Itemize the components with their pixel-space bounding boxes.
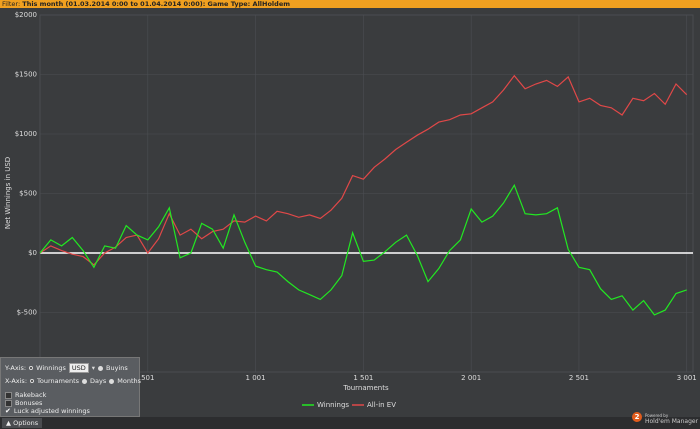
- x-tick-label: 2 501: [569, 374, 589, 382]
- radio[interactable]: [30, 379, 35, 383]
- x-axis-option-label: X-Axis:: [5, 377, 28, 385]
- x-tick-label: 3 001: [677, 374, 697, 382]
- options-panel: Y-Axis: Winnings USD ▾ Buyins X-Axis: Tournam…: [0, 357, 142, 417]
- x-axis-label: Tournaments: [342, 384, 389, 392]
- bottom-bar: ▲ Options: [0, 417, 700, 429]
- filter-label: Filter:: [2, 0, 21, 8]
- dropdown-arrow[interactable]: ▾: [91, 364, 96, 372]
- logo-badge: 2: [632, 412, 642, 422]
- x-tick-label: 2 001: [461, 374, 481, 382]
- radio[interactable]: [98, 365, 104, 371]
- checkmark[interactable]: ✔: [5, 407, 11, 415]
- y-tick-label: $2000: [15, 11, 37, 19]
- y-tick-label: $500: [19, 190, 37, 198]
- x-tick-label: 1 001: [246, 374, 266, 382]
- legend-label: Winnings: [317, 401, 349, 409]
- logo-powered: Powered by: [645, 413, 669, 418]
- radio[interactable]: [109, 378, 115, 384]
- option[interactable]: Bonuses: [15, 399, 43, 407]
- radio[interactable]: [29, 366, 34, 370]
- checkbox[interactable]: [5, 399, 12, 407]
- series-line: [39, 183, 687, 316]
- options-button-text[interactable]: Options: [13, 419, 39, 427]
- y-axis-option-label: Y-Axis:: [5, 364, 27, 372]
- y-axis-label: Net Winnings in USD: [4, 157, 12, 229]
- option[interactable]: Months: [117, 377, 142, 385]
- option[interactable]: Luck adjusted winnings: [13, 407, 90, 415]
- option[interactable]: Tournaments: [37, 377, 80, 385]
- filter-text: This month (01.03.2014 0:00 to 01.04.201…: [22, 0, 290, 8]
- y-tick-label: $1500: [15, 71, 37, 79]
- filter-bar: Filter: This month (01.03.2014 0:00 to 0…: [0, 0, 700, 8]
- legend-label: All-in EV: [367, 401, 396, 409]
- y-tick-label: $0: [28, 249, 37, 257]
- option[interactable]: Winnings: [36, 364, 66, 372]
- series-line: [39, 74, 688, 266]
- option[interactable]: Rakeback: [15, 391, 47, 399]
- y-tick-label: $-500: [17, 309, 37, 317]
- currency-select[interactable]: USD: [68, 363, 89, 373]
- checkbox[interactable]: [5, 391, 12, 399]
- x-tick-label: 501: [141, 374, 154, 382]
- option[interactable]: Buyins: [106, 364, 128, 372]
- y-tick-label: $1000: [15, 130, 37, 138]
- option[interactable]: Days: [90, 377, 107, 385]
- logo-name: Hold'em Manager: [645, 418, 699, 425]
- options-button[interactable]: ▲ Options: [2, 418, 43, 428]
- x-tick-label: 1 501: [353, 374, 373, 382]
- chart: Net Winnings in USD Tournaments $2000 $15…: [4, 11, 697, 409]
- radio[interactable]: [82, 378, 88, 384]
